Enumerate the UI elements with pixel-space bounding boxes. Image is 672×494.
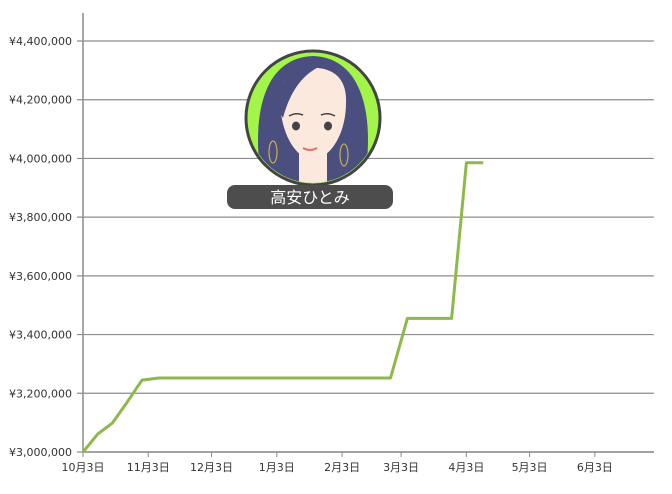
y-axis: ¥3,000,000 ¥3,200,000 ¥3,400,000 ¥3,600,000… <box>9 13 83 459</box>
y-tick-label: ¥4,000,000 <box>9 152 72 165</box>
x-tick-label: 3月3日 <box>383 461 419 474</box>
x-tick-label: 11月3日 <box>127 461 170 474</box>
x-axis: 10月3日 11月3日 12月3日 1月3日 2月3日 3月3日 4月3日 5月3日 6月3日 <box>62 452 654 474</box>
y-tick-label: ¥3,200,000 <box>9 387 72 400</box>
y-tick-label: ¥4,400,000 <box>9 35 72 48</box>
x-tick-label: 2月3日 <box>324 461 360 474</box>
avatar-name: 高安ひとみ <box>270 188 350 207</box>
x-tick-label: 10月3日 <box>62 461 105 474</box>
y-tick-label: ¥3,400,000 <box>9 329 72 342</box>
x-tick-label: 1月3日 <box>259 461 295 474</box>
x-tick-label: 12月3日 <box>190 461 233 474</box>
x-tick-label: 4月3日 <box>448 461 484 474</box>
y-tick-label: ¥3,000,000 <box>9 446 72 459</box>
y-tick-label: ¥3,800,000 <box>9 211 72 224</box>
left-eye-icon <box>292 122 300 131</box>
x-tick-label: 5月3日 <box>512 461 548 474</box>
y-tick-label: ¥3,600,000 <box>9 270 72 283</box>
avatar: 高安ひとみ <box>227 51 393 209</box>
x-tick-label: 6月3日 <box>577 461 613 474</box>
y-tick-label: ¥4,200,000 <box>9 94 72 107</box>
right-eye-icon <box>324 122 332 131</box>
